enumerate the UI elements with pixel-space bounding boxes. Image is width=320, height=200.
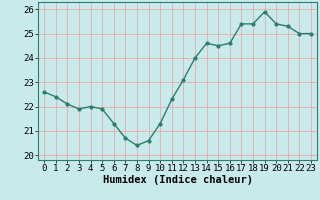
X-axis label: Humidex (Indice chaleur): Humidex (Indice chaleur) bbox=[103, 175, 252, 185]
